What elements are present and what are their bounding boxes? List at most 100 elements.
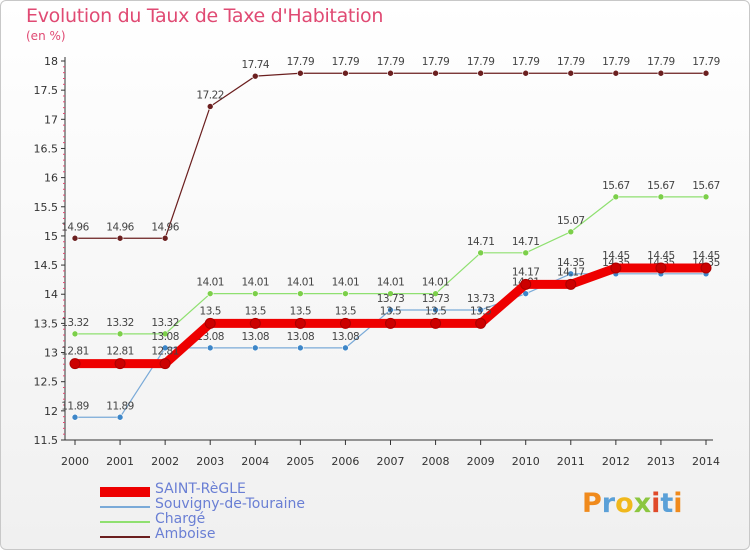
data-label-souvigny-de-touraine: 14.35 bbox=[557, 257, 585, 269]
data-point-saint-r-gle bbox=[610, 262, 622, 274]
data-label-souvigny-de-touraine: 13.08 bbox=[332, 331, 360, 343]
legend-swatch bbox=[100, 521, 150, 523]
x-tick-label: 2002 bbox=[151, 455, 179, 468]
data-label-amboise: 17.74 bbox=[242, 59, 270, 71]
data-label-amboise: 17.79 bbox=[512, 56, 540, 68]
legend-item: SAINT-RèGLE bbox=[100, 481, 360, 499]
data-label-saint-r-gle: 13.5 bbox=[200, 305, 221, 317]
data-point-charg- bbox=[702, 193, 710, 201]
x-tick-label: 2000 bbox=[61, 455, 89, 468]
y-tick-label: 11.5 bbox=[34, 434, 59, 447]
series-line-amboise bbox=[75, 72, 706, 239]
data-point-amboise bbox=[251, 72, 259, 80]
x-tick-label: 2007 bbox=[377, 455, 405, 468]
data-point-charg- bbox=[387, 290, 394, 297]
x-tick-label: 2008 bbox=[422, 455, 450, 468]
data-point-saint-r-gle bbox=[114, 358, 126, 370]
data-point-souvigny-de-touraine bbox=[567, 270, 575, 278]
data-point-amboise bbox=[657, 69, 665, 77]
data-point-charg- bbox=[161, 330, 169, 338]
brand-letter: o bbox=[615, 488, 634, 519]
data-point-saint-r-gle bbox=[700, 262, 712, 274]
x-tick-label: 2009 bbox=[467, 455, 495, 468]
x-tick-label: 2011 bbox=[557, 455, 585, 468]
data-label-saint-r-gle: 13.5 bbox=[335, 305, 356, 317]
x-tick-label: 2006 bbox=[331, 455, 359, 468]
data-point-souvigny-de-touraine bbox=[522, 290, 530, 297]
brand-letter: r bbox=[601, 488, 616, 519]
x-tick-label: 2014 bbox=[692, 455, 720, 468]
brand-letter: t bbox=[660, 488, 674, 519]
data-point-charg- bbox=[477, 249, 484, 257]
data-point-amboise bbox=[567, 69, 575, 77]
data-label-amboise: 17.79 bbox=[287, 56, 315, 68]
data-label-charg-: 13.32 bbox=[151, 317, 179, 329]
brand-logo: Proxiti bbox=[582, 488, 683, 519]
data-label-saint-r-gle: 14.45 bbox=[647, 250, 675, 262]
data-label-charg-: 15.67 bbox=[647, 180, 675, 192]
data-point-charg- bbox=[432, 290, 439, 297]
data-point-charg- bbox=[251, 290, 259, 297]
data-point-charg- bbox=[612, 193, 620, 201]
x-tick-label: 2003 bbox=[196, 455, 224, 468]
y-tick-label: 13.5 bbox=[34, 317, 59, 330]
data-point-amboise bbox=[206, 103, 214, 110]
data-point-charg- bbox=[657, 193, 665, 201]
data-point-charg- bbox=[567, 228, 575, 236]
data-point-amboise bbox=[116, 234, 124, 242]
data-point-saint-r-gle bbox=[565, 278, 577, 290]
legend-item: Chargé bbox=[100, 511, 360, 529]
data-point-souvigny-de-touraine bbox=[432, 306, 439, 314]
data-label-saint-r-gle: 12.81 bbox=[106, 346, 134, 358]
data-label-charg-: 14.71 bbox=[467, 236, 495, 248]
y-tick-label: 15.5 bbox=[34, 201, 59, 214]
data-point-charg- bbox=[206, 290, 214, 297]
data-point-souvigny-de-touraine bbox=[387, 306, 394, 314]
data-point-charg- bbox=[71, 330, 79, 338]
data-label-charg-: 13.32 bbox=[61, 317, 89, 329]
data-point-souvigny-de-touraine bbox=[477, 306, 484, 314]
data-point-souvigny-de-touraine bbox=[297, 344, 304, 352]
data-point-saint-r-gle bbox=[339, 317, 351, 329]
data-label-amboise: 17.79 bbox=[332, 56, 360, 68]
data-point-charg- bbox=[342, 290, 349, 297]
chart-subtitle: (en %) bbox=[26, 29, 66, 43]
data-label-charg-: 15.07 bbox=[557, 215, 585, 227]
data-label-charg-: 14.01 bbox=[287, 277, 315, 289]
x-tick-label: 2001 bbox=[106, 455, 134, 468]
data-label-saint-r-gle: 14.17 bbox=[512, 266, 540, 278]
legend-item: Amboise bbox=[100, 526, 360, 544]
brand-letter: i bbox=[651, 488, 661, 519]
legend-label: Souvigny-de-Touraine bbox=[155, 496, 305, 512]
brand-letter: P bbox=[582, 488, 602, 519]
data-label-charg-: 14.01 bbox=[422, 277, 450, 289]
data-label-souvigny-de-touraine: 13.08 bbox=[151, 331, 179, 343]
data-label-saint-r-gle: 13.5 bbox=[245, 305, 266, 317]
chart-title: Evolution du Taux de Taxe d'Habitation bbox=[26, 5, 384, 27]
data-point-charg- bbox=[297, 290, 304, 297]
data-label-saint-r-gle: 13.5 bbox=[470, 305, 491, 317]
data-point-saint-r-gle bbox=[204, 317, 216, 329]
data-label-saint-r-gle: 14.45 bbox=[602, 250, 630, 262]
data-label-saint-r-gle: 12.81 bbox=[61, 346, 89, 358]
data-point-amboise bbox=[477, 69, 484, 77]
data-label-souvigny-de-touraine: 13.73 bbox=[377, 293, 405, 305]
data-point-saint-r-gle bbox=[249, 317, 261, 329]
x-tick-label: 2004 bbox=[241, 455, 269, 468]
data-point-amboise bbox=[161, 234, 169, 242]
legend-swatch bbox=[100, 536, 150, 538]
data-point-amboise bbox=[612, 69, 620, 77]
brand-letter: i bbox=[673, 488, 683, 519]
data-label-amboise: 14.96 bbox=[61, 221, 89, 233]
data-label-saint-r-gle: 14.17 bbox=[557, 266, 585, 278]
y-tick-label: 18 bbox=[44, 55, 58, 68]
data-label-charg-: 14.71 bbox=[512, 236, 540, 248]
data-label-souvigny-de-touraine: 13.08 bbox=[242, 331, 270, 343]
data-point-saint-r-gle bbox=[69, 358, 81, 370]
data-point-saint-r-gle bbox=[385, 317, 396, 329]
data-label-amboise: 17.79 bbox=[557, 56, 585, 68]
x-tick-label: 2010 bbox=[512, 455, 540, 468]
data-label-saint-r-gle: 14.45 bbox=[692, 250, 720, 262]
data-point-souvigny-de-touraine bbox=[206, 344, 214, 352]
data-label-charg-: 15.67 bbox=[692, 180, 720, 192]
